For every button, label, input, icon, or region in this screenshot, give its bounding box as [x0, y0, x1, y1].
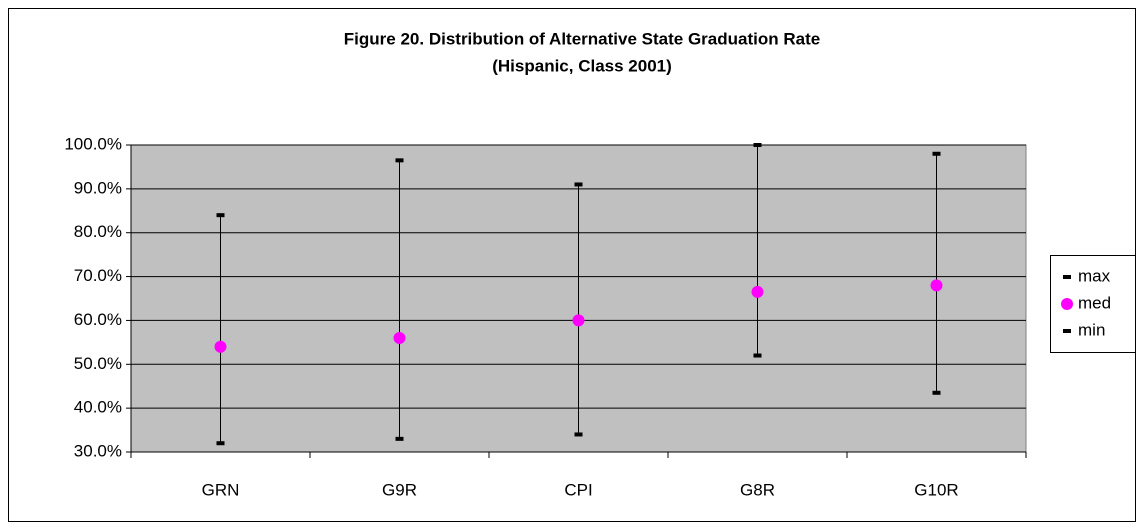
dash-marker — [216, 213, 225, 218]
y-tick-label: 40.0% — [74, 398, 122, 417]
chart-title: Figure 20. Distribution of Alternative S… — [344, 29, 820, 48]
dash-marker — [395, 158, 404, 163]
y-tick-label: 30.0% — [74, 441, 122, 460]
dash-marker — [932, 390, 941, 395]
median-marker — [930, 279, 943, 292]
legend-label: med — [1078, 293, 1111, 312]
y-tick-label: 90.0% — [74, 178, 122, 197]
median-marker — [751, 285, 764, 298]
x-tick-label: G8R — [740, 480, 775, 499]
dash-marker — [574, 432, 583, 437]
y-tick-label: 50.0% — [74, 354, 122, 373]
legend-marker — [1063, 275, 1071, 279]
dash-marker — [395, 436, 404, 441]
y-tick-label: 60.0% — [74, 310, 122, 329]
x-tick-label: GRN — [202, 480, 240, 499]
median-marker — [393, 331, 406, 344]
median-marker — [572, 314, 585, 327]
x-tick-label: G9R — [382, 480, 417, 499]
y-tick-label: 100.0% — [64, 134, 122, 153]
x-tick-label: G10R — [914, 480, 958, 499]
dash-marker — [932, 151, 941, 156]
legend-label: max — [1078, 266, 1111, 285]
x-tick-label: CPI — [564, 480, 592, 499]
dash-marker — [574, 182, 583, 187]
legend-marker — [1063, 329, 1071, 333]
y-tick-label: 80.0% — [74, 222, 122, 241]
dash-marker — [753, 353, 762, 358]
legend-marker — [1061, 298, 1073, 310]
dash-marker — [216, 441, 225, 446]
legend-label: min — [1078, 320, 1105, 339]
median-marker — [214, 340, 227, 353]
chart-subtitle: (Hispanic, Class 2001) — [492, 56, 672, 75]
dash-marker — [753, 143, 762, 147]
y-tick-label: 70.0% — [74, 266, 122, 285]
